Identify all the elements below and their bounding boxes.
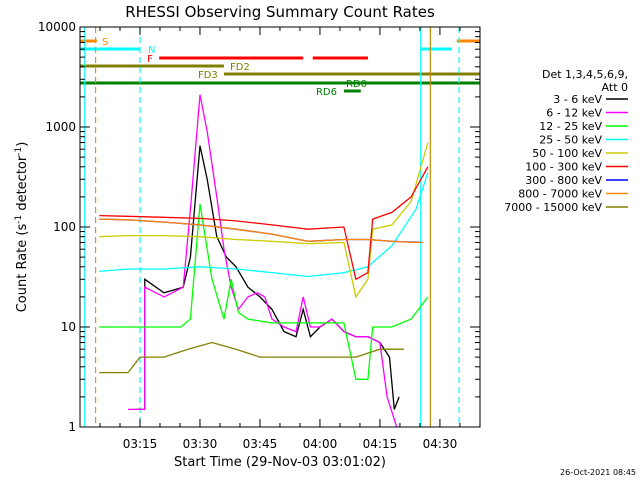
series-line-4 xyxy=(99,142,429,299)
series-line-7 xyxy=(99,218,424,244)
y-axis-ticks: 1 10 100 1000 10000 xyxy=(38,20,480,434)
x-tick-label-5: 04:30 xyxy=(423,437,458,451)
series-line-1 xyxy=(128,94,398,427)
x-tick-label-1: 03:30 xyxy=(183,437,218,451)
flag-label-4: FD3 xyxy=(198,70,218,81)
legend-header-1: Att 0 xyxy=(602,81,628,94)
series-line-3 xyxy=(99,172,429,278)
flag-label-0: S xyxy=(102,37,108,48)
chart-title: RHESSI Observing Summary Count Rates xyxy=(125,3,435,21)
y-axis-label: Count Rate (s-1 detector-1) xyxy=(14,142,30,313)
instrument-flags: S NF FD2 FD3 RD0 RD6 xyxy=(80,37,480,98)
x-tick-label-0: 03:15 xyxy=(123,437,158,451)
series-line-8 xyxy=(99,341,404,374)
series-line-5 xyxy=(99,166,429,281)
x-axis-ticks: 03:15 03:30 03:45 04:00 04:15 04:30 xyxy=(79,27,481,451)
y-tick-label-1: 10 xyxy=(61,320,76,334)
legend-label-0: 3 - 6 keV xyxy=(553,93,602,106)
x-axis-label: Start Time (29-Nov-03 03:01:02) xyxy=(174,455,386,470)
x-tick-label-2: 03:45 xyxy=(243,437,278,451)
flag-label-6: RD6 xyxy=(316,87,337,98)
x-tick-label-4: 04:15 xyxy=(363,437,398,451)
legend-label-5: 100 - 300 keV xyxy=(525,161,602,174)
y-tick-label-3: 1000 xyxy=(45,120,76,134)
series-line-6 xyxy=(99,218,424,244)
legend-header-0: Det 1,3,4,5,6,9, xyxy=(542,68,628,81)
x-tick-label-3: 04:00 xyxy=(303,437,338,451)
y-tick-label-2: 100 xyxy=(53,220,76,234)
flag-label-2: F xyxy=(147,54,153,65)
legend-label-2: 12 - 25 keV xyxy=(539,120,602,133)
plot-area xyxy=(84,27,460,427)
series-line-2 xyxy=(99,203,429,380)
flag-label-5: RD0 xyxy=(346,79,367,90)
flag-label-1: N xyxy=(148,45,155,56)
flag-label-3: FD2 xyxy=(230,62,250,73)
y-tick-label-0: 1 xyxy=(68,420,76,434)
legend-label-6: 300 - 800 keV xyxy=(525,174,602,187)
y-tick-label-4: 10000 xyxy=(38,20,76,34)
legend-label-1: 6 - 12 keV xyxy=(546,107,602,120)
legend-label-8: 7000 - 15000 keV xyxy=(504,201,602,214)
legend-label-4: 50 - 100 keV xyxy=(532,147,602,160)
legend-label-7: 800 - 7000 keV xyxy=(518,188,602,201)
legend-label-3: 25 - 50 keV xyxy=(539,134,602,147)
timestamp: 26-Oct-2021 08:45 xyxy=(560,468,636,477)
